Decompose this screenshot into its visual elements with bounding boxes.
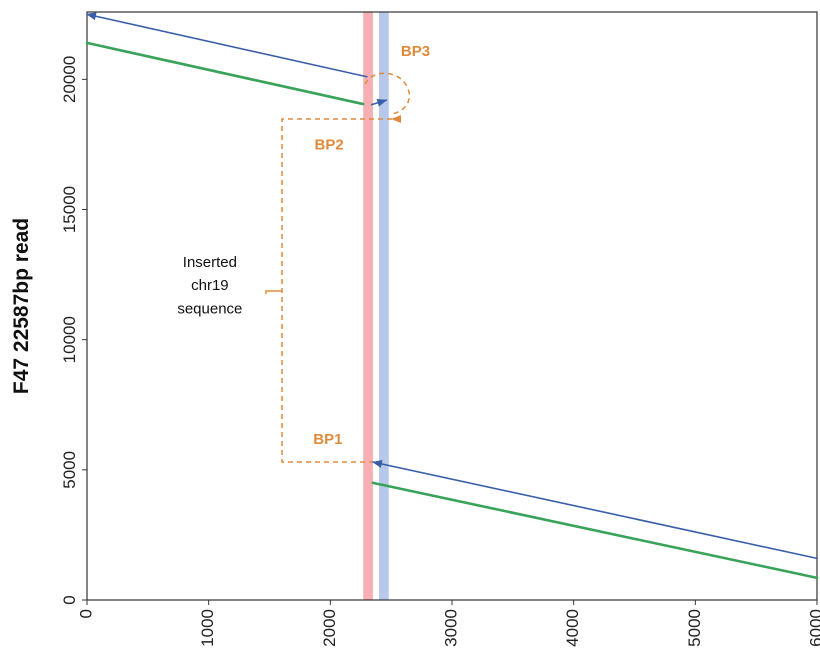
- bracket-tick: [265, 290, 282, 294]
- x-tick-label: 0: [76, 609, 95, 618]
- x-tick-label: 3000: [441, 609, 460, 647]
- highlight-band-2: [379, 12, 389, 600]
- label-bp3: BP3: [401, 43, 430, 60]
- y-tick-label: 10000: [60, 316, 79, 363]
- annotation-labels: BP1 BP2 BP3 Inserted chr19 sequence: [177, 43, 430, 448]
- y-tick-label: 0: [60, 595, 79, 604]
- blue-alignment-segment-2: [371, 460, 818, 560]
- label-bp2: BP2: [315, 137, 344, 154]
- green-alignment-segment-2: [371, 481, 819, 580]
- label-bp1: BP1: [313, 431, 342, 448]
- y-tick-label: 5000: [60, 451, 79, 489]
- x-tick-label: 1000: [198, 609, 217, 647]
- y-axis-label: F47 22587bp read: [10, 218, 33, 394]
- green-alignment-segment-1: [85, 41, 365, 106]
- x-tick-label: 4000: [563, 609, 582, 647]
- blue-alignment-segment-1: [86, 12, 368, 78]
- series-layer: [85, 12, 819, 580]
- highlight-bands: [363, 12, 389, 600]
- annotation-guides: [265, 72, 411, 463]
- y-tick-label: 20000: [60, 56, 79, 103]
- x-tick-label: 2000: [320, 609, 339, 647]
- bp3-loop: [364, 72, 411, 115]
- x-axis-ticks: 0 1000 2000 3000 4000 5000 6000: [76, 600, 820, 647]
- y-axis-ticks: 0 5000 10000 15000 20000: [60, 56, 87, 605]
- x-tick-label: 6000: [806, 609, 820, 647]
- insert-note-line-3: sequence: [177, 301, 242, 318]
- highlight-band-1: [363, 12, 373, 600]
- insertion-bracket: [281, 115, 401, 463]
- y-tick-label: 15000: [60, 186, 79, 233]
- blue-alignment-segment-3: [370, 98, 388, 107]
- x-tick-label: 5000: [685, 609, 704, 647]
- insert-note-line-2: chr19: [191, 277, 229, 294]
- insert-note-line-1: Inserted: [183, 254, 237, 271]
